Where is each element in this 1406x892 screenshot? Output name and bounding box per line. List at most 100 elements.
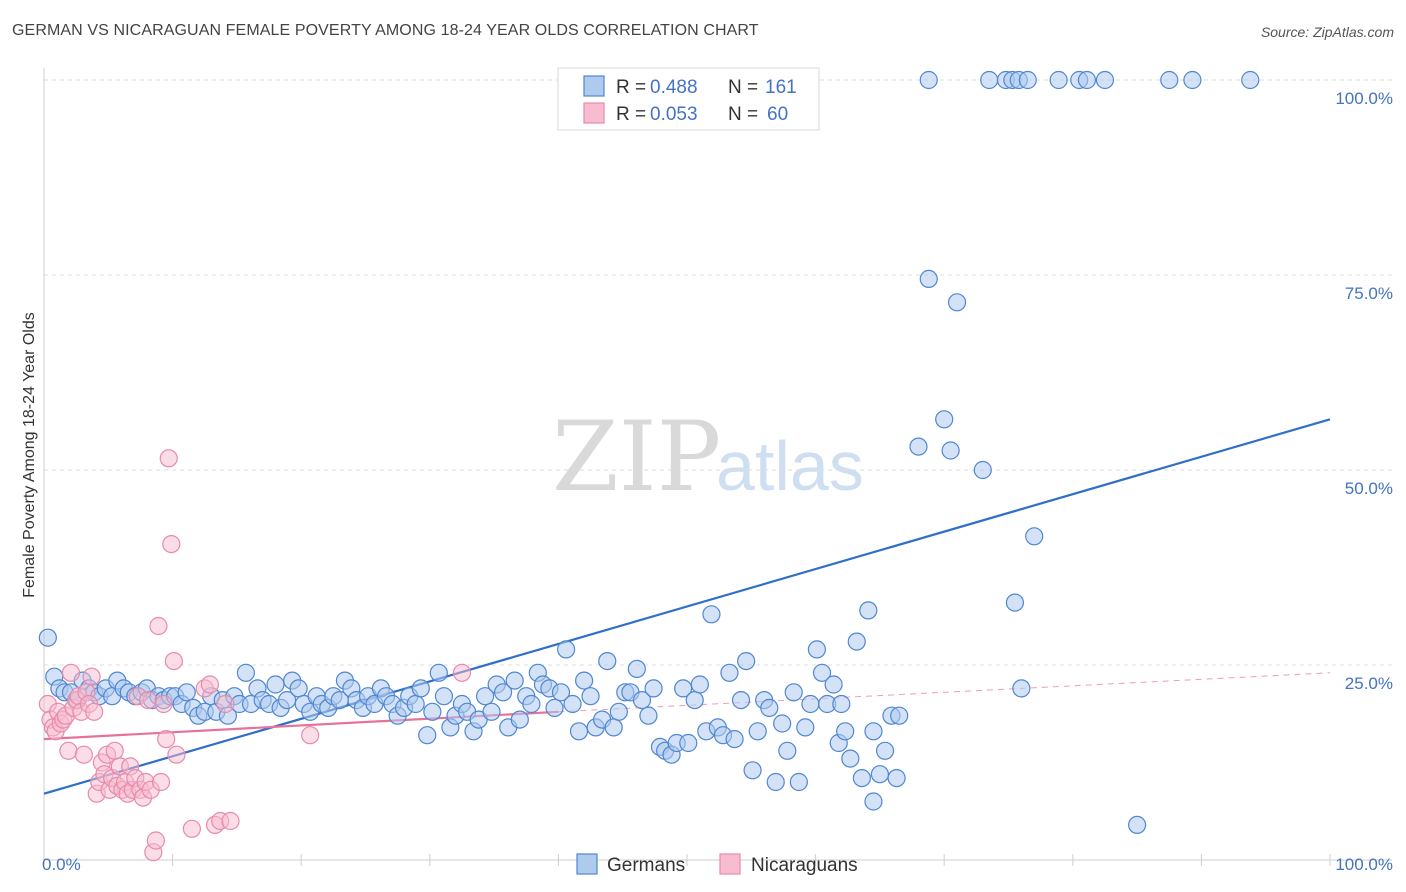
point-germans-155 <box>1127 815 1147 835</box>
y-tick-label-3: 100.0% <box>1335 89 1393 108</box>
point-germans-89 <box>557 640 576 659</box>
point-nicaraguans-26 <box>105 741 124 760</box>
point-germans-125 <box>766 772 785 792</box>
point-germans-101 <box>627 659 646 679</box>
point-germans-top-9 <box>1095 70 1115 90</box>
point-germans-34 <box>236 663 256 682</box>
legend-n-nicaraguans: 60 <box>767 104 788 125</box>
point-nicaraguans-58 <box>301 726 320 745</box>
point-germans-158 <box>864 722 883 741</box>
point-germans-top-12 <box>1241 70 1260 90</box>
point-germans-83 <box>522 694 541 714</box>
chart-source: Source: ZipAtlas.com <box>1260 24 1394 40</box>
point-germans-153 <box>1005 593 1025 612</box>
point-germans-67 <box>429 663 448 682</box>
point-germans-112 <box>690 675 709 694</box>
stats-legend: R = 0.488 N = 161 R = 0.053 N = 60 <box>557 67 820 131</box>
point-nicaraguans-17 <box>82 667 101 686</box>
point-germans-top-1 <box>980 70 999 90</box>
point-germans-129 <box>789 772 808 792</box>
point-germans-142 <box>864 792 883 811</box>
data-points <box>38 70 1260 862</box>
point-germans-80 <box>505 671 524 690</box>
point-nicaraguans-46 <box>157 729 176 749</box>
point-germans-159 <box>832 694 851 714</box>
point-germans-156 <box>1012 679 1031 698</box>
x-tick-label-1: 100.0% <box>1335 855 1393 874</box>
watermark-zip: ZIP <box>552 401 721 513</box>
series-legend-swatch-germans <box>576 853 598 875</box>
series-legend-swatch-nicaraguans <box>719 853 741 875</box>
point-nicaraguans-8 <box>59 741 78 760</box>
point-germans-127 <box>778 741 797 760</box>
legend-r-nicaraguans: 0.053 <box>650 104 698 125</box>
tick-labels: 25.0% 50.0% 75.0% 100.0% 0.0% 100.0% <box>42 89 1393 874</box>
point-germans-64 <box>411 679 430 698</box>
point-germans-81 <box>510 710 529 729</box>
point-germans-68 <box>434 687 454 706</box>
point-germans-top-0 <box>919 70 938 90</box>
point-germans-147 <box>919 269 938 288</box>
point-nicaraguans-59 <box>452 663 472 682</box>
point-germans-144 <box>875 741 895 760</box>
point-germans-63 <box>406 694 425 714</box>
point-nicaraguans-57 <box>221 811 240 831</box>
point-germans-96 <box>598 651 617 671</box>
chart-title: GERMAN VS NICARAGUAN FEMALE POVERTY AMON… <box>12 22 759 39</box>
point-germans-top-8 <box>1077 70 1097 90</box>
point-germans-75 <box>475 687 495 706</box>
point-germans-130 <box>796 718 815 737</box>
point-germans-24 <box>177 683 196 702</box>
watermark-atlas: atlas <box>716 427 864 505</box>
point-germans-122 <box>748 722 767 741</box>
point-nicaraguans-48 <box>162 534 181 554</box>
point-germans-88 <box>551 683 571 702</box>
legend-n-label-nicaraguans: N = <box>728 104 758 125</box>
point-germans-157 <box>890 706 909 725</box>
point-germans-43 <box>289 679 308 698</box>
point-germans-66 <box>423 702 442 721</box>
point-germans-top-11 <box>1183 70 1202 90</box>
point-germans-top-10 <box>1160 70 1179 90</box>
point-germans-137 <box>836 722 855 741</box>
point-germans-92 <box>575 671 594 690</box>
point-germans-102 <box>632 690 652 710</box>
point-germans-151 <box>973 460 992 480</box>
point-nicaraguans-44 <box>151 772 171 792</box>
point-germans-150 <box>935 410 954 429</box>
point-germans-119 <box>731 690 751 710</box>
legend-n-germans: 161 <box>765 77 797 98</box>
point-germans-117 <box>720 663 739 682</box>
point-germans-76 <box>482 702 501 721</box>
point-germans-111 <box>685 690 704 710</box>
point-nicaraguans-43 <box>149 616 168 636</box>
point-germans-154 <box>1025 527 1044 546</box>
point-germans-131 <box>801 694 820 714</box>
point-germans-120 <box>737 651 756 671</box>
point-nicaraguans-51 <box>182 819 201 838</box>
point-germans-93 <box>581 687 600 706</box>
series-legend-germans: Germans <box>607 855 685 876</box>
point-germans-39 <box>266 675 285 694</box>
point-germans-132 <box>807 640 826 659</box>
legend-r-germans: 0.488 <box>650 77 698 98</box>
point-nicaraguans-53 <box>200 675 219 694</box>
trend-line-germans <box>43 418 1331 795</box>
point-germans-110 <box>679 733 698 753</box>
point-germans-97 <box>604 718 623 737</box>
point-germans-152 <box>941 441 960 460</box>
y-axis-title: Female Poverty Among 18-24 Year Olds <box>21 312 38 598</box>
legend-swatch-nicaraguans <box>583 102 605 124</box>
point-nicaraguans-39 <box>139 690 158 710</box>
point-germans-118 <box>725 729 744 749</box>
point-nicaraguans-45 <box>154 694 173 714</box>
point-nicaraguans-18 <box>85 702 104 721</box>
legend-n-label-germans: N = <box>728 77 758 98</box>
y-tick-label-0: 25.0% <box>1345 674 1393 693</box>
point-nicaraguans-9 <box>61 663 81 682</box>
grid <box>44 79 1392 666</box>
x-tick-label-0: 0.0% <box>42 855 81 874</box>
point-germans-128 <box>784 683 803 702</box>
point-germans-126 <box>773 714 792 733</box>
point-germans-0 <box>38 628 57 647</box>
